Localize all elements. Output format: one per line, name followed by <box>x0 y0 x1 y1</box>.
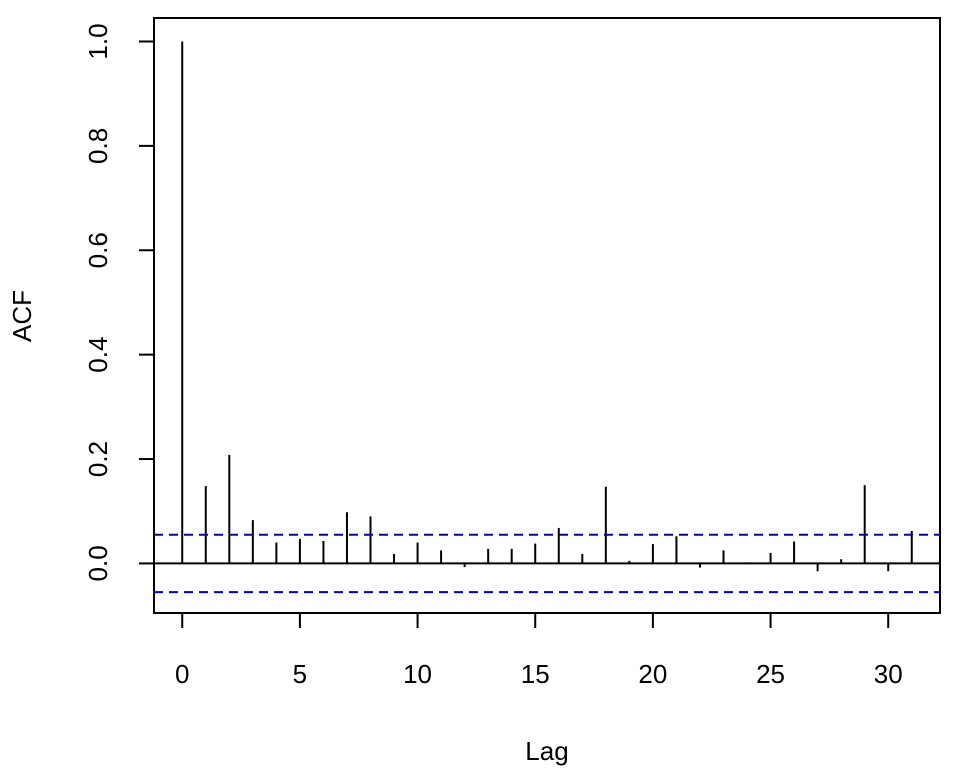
x-tick-label-15: 15 <box>521 659 550 689</box>
x-axis: 0 5 10 15 20 25 30 <box>175 612 903 689</box>
y-axis: 0.0 0.2 0.4 0.6 0.8 1.0 <box>83 23 155 581</box>
x-axis-label: Lag <box>525 736 568 766</box>
plot-frame <box>153 17 941 614</box>
x-tick-label-20: 20 <box>638 659 667 689</box>
y-tick-label-3: 0.6 <box>83 232 113 268</box>
y-axis-label: ACF <box>7 290 37 342</box>
y-tick-label-2: 0.4 <box>83 337 113 373</box>
x-tick-label-30: 30 <box>874 659 903 689</box>
y-tick-label-4: 0.8 <box>83 128 113 164</box>
x-tick-label-5: 5 <box>293 659 307 689</box>
x-tick-label-10: 10 <box>403 659 432 689</box>
x-tick-label-25: 25 <box>756 659 785 689</box>
acf-stems <box>181 41 913 572</box>
x-tick-label-0: 0 <box>175 659 189 689</box>
y-tick-label-5: 1.0 <box>83 23 113 59</box>
guide-lines <box>154 533 940 594</box>
y-tick-label-1: 0.2 <box>83 441 113 477</box>
y-tick-label-0: 0.0 <box>83 545 113 581</box>
